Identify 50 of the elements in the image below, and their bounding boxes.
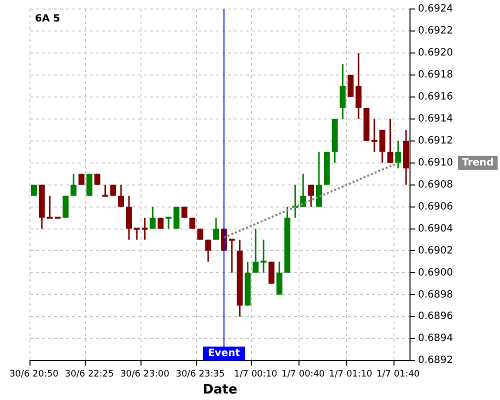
x-tick-label: 30/6 23:00 <box>120 369 170 380</box>
x-tick-label: 1/7 01:40 <box>376 369 420 380</box>
y-tick-label: 0.6924 <box>418 4 454 15</box>
y-tick-label: 0.6892 <box>418 355 454 366</box>
x-axis-title: Date <box>202 382 238 398</box>
y-tick-label: 0.6902 <box>418 245 454 256</box>
x-tick-label: 30/6 22:25 <box>64 369 114 380</box>
candlestick <box>62 195 69 219</box>
x-tick-label: 1/7 00:40 <box>281 369 326 380</box>
candlestick <box>268 260 274 284</box>
y-tick-label: 0.6910 <box>418 157 454 168</box>
x-tick-label: 1/7 01:10 <box>328 369 373 380</box>
y-tick-label: 0.6898 <box>418 289 454 300</box>
text: Trend <box>462 157 494 168</box>
x-tick-label: 30/6 23:35 <box>176 369 225 380</box>
candlestick <box>118 184 124 208</box>
candlestick <box>340 63 346 120</box>
candlestick <box>387 118 394 164</box>
candlestick <box>395 140 402 170</box>
y-tick-label: 0.6916 <box>418 91 454 102</box>
y-tick-label: 0.6908 <box>418 179 454 190</box>
x-tick-label: 1/7 00:10 <box>234 369 278 380</box>
candlestick <box>276 260 282 296</box>
y-tick-label: 0.6912 <box>418 135 454 146</box>
y-tick-label: 0.6896 <box>418 311 454 322</box>
y-tick-label: 0.6922 <box>418 26 454 37</box>
y-tick-label: 0.6918 <box>418 70 454 81</box>
candlestick <box>86 173 92 197</box>
candlestick <box>150 206 156 230</box>
candlestick <box>252 228 259 274</box>
y-tick-label: 0.6894 <box>418 333 454 344</box>
candlestick <box>379 129 386 164</box>
candlestick <box>300 173 306 208</box>
candlestick <box>356 52 362 120</box>
candlestick <box>213 217 220 240</box>
x-tick-label: 30/6 20:50 <box>9 369 59 380</box>
y-tick-label: 0.6920 <box>418 48 454 59</box>
y-tick-label: 0.6900 <box>418 267 454 278</box>
candlestick <box>348 74 354 98</box>
chart-title: 6A 5 <box>35 14 60 25</box>
candlestick <box>205 238 212 262</box>
candlestick <box>173 206 180 230</box>
candlestick <box>126 195 132 240</box>
y-tick-label: 0.6904 <box>418 223 454 234</box>
candlestick <box>308 184 314 208</box>
y-tick-label: 0.6914 <box>418 113 454 124</box>
candlestick <box>316 151 322 208</box>
candlestick <box>70 173 77 197</box>
y-tick-label: 0.6906 <box>418 201 454 212</box>
annotation: Event <box>208 348 240 360</box>
